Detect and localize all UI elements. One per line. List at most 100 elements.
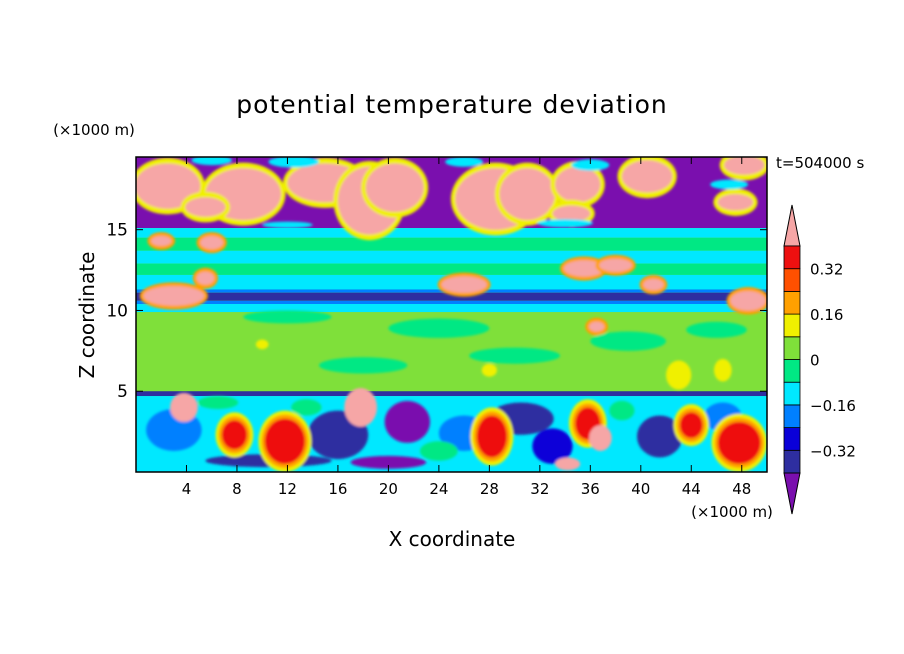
contour-blob [268,157,319,168]
field-band [136,237,767,251]
contour-blob [637,415,683,458]
contour-blob [717,194,754,211]
contour-blob [469,347,561,364]
contour-blob [476,415,508,458]
contour-blob [197,396,239,409]
contour-blob [243,310,332,324]
colorbar-swatch [783,359,801,383]
contour-blob [151,236,172,246]
contour-blob [532,428,573,464]
colorbar-swatch [783,336,801,360]
colorbar-tick-label: −0.16 [810,397,856,415]
contour-blob [388,318,490,338]
x-tick-label: 32 [530,480,549,498]
colorbar-swatch [783,381,801,406]
contour-blob [196,271,215,285]
colorbar-swatch [783,313,801,338]
y-axis: 5 10 15 [106,221,767,402]
contour-blob [537,219,593,228]
contour-blob [136,163,201,209]
contour-blob [730,291,766,311]
contour-blob [262,221,313,229]
colorbar-upper-arrow [783,204,801,247]
contour-blob [291,399,322,416]
contour-blob [441,276,487,293]
x-tick-label: 20 [379,480,398,498]
contour-blob [679,412,703,439]
field-band [136,250,767,264]
x-axis: 4 8 12 16 20 24 28 32 36 40 44 48 [182,157,751,498]
field-band [136,391,767,397]
contour-blob [221,420,248,450]
contour-blob [563,260,605,277]
colorbar-swatch [783,449,801,474]
contour-blob [717,421,761,464]
colorbar-swatch [783,245,801,270]
contour-blob [599,258,632,272]
x-tick-label: 44 [682,480,701,498]
contour-blob [621,160,673,193]
contour-blob [609,400,635,421]
field-band [136,228,767,238]
contour-blob [724,157,765,175]
x-tick-label: 16 [328,480,347,498]
colorbar-swatch [783,404,801,428]
contour-blob [384,400,431,443]
contour-blob [554,457,581,471]
x-tick-label: 40 [631,480,650,498]
y-tick-label: 15 [106,221,128,241]
field-band [136,304,767,313]
contour-field [136,157,767,472]
x-axis-label: X coordinate [389,527,516,551]
contour-blob [686,321,747,338]
contour-blob [666,360,692,390]
x-tick-label: 24 [429,480,448,498]
y-tick-label: 5 [117,382,128,402]
contour-blob [481,363,497,377]
contour-blob [552,205,591,222]
x-tick-label: 28 [480,480,499,498]
colorbar-swatch [783,290,801,315]
x-tick-label: 12 [278,480,297,498]
contour-blob [499,168,555,220]
contour-blob [143,286,205,306]
contour-blob [590,331,667,351]
x-tick-label: 4 [182,480,192,498]
contour-blob [200,236,224,250]
colorbar-lower-arrow [783,472,801,515]
chart-title: potential temperature deviation [236,90,667,119]
x-tick-label: 36 [581,480,600,498]
contour-blob [710,179,749,190]
plot-frame [135,156,768,473]
field-band [136,300,767,304]
field-band [136,292,767,301]
contour-blob [554,166,601,203]
contour-blob [255,339,269,350]
colorbar-tick-label: −0.32 [810,442,856,460]
contour-blob [264,418,306,464]
contour-blob [170,392,198,422]
colorbar-tick-label: 0.16 [810,306,843,324]
contour-blob [344,388,378,427]
colorbar-tick-label: 0 [810,352,820,370]
field-band [136,263,767,275]
y-tick-label: 10 [106,301,128,321]
contour-blob [643,278,664,291]
contour-blob [191,157,232,166]
time-label: t=504000 s [776,154,864,172]
contour-blob [318,357,408,374]
contour-blob [419,441,458,461]
contour-blob [350,455,427,469]
y-axis-label: Z coordinate [75,252,99,379]
colorbar-swatch [783,427,801,451]
x-unit-label: (×1000 m) [691,503,773,521]
contour-blob [571,159,610,171]
contour-blob [185,197,226,217]
contour-blob [589,425,612,452]
colorbar-swatch [783,268,801,292]
y-unit-label: (×1000 m) [53,121,135,139]
contour-blob [589,321,605,332]
colorbar: 0.32 0.16 0 −0.16 −0.32 [783,204,856,515]
contour-blob [713,358,732,382]
